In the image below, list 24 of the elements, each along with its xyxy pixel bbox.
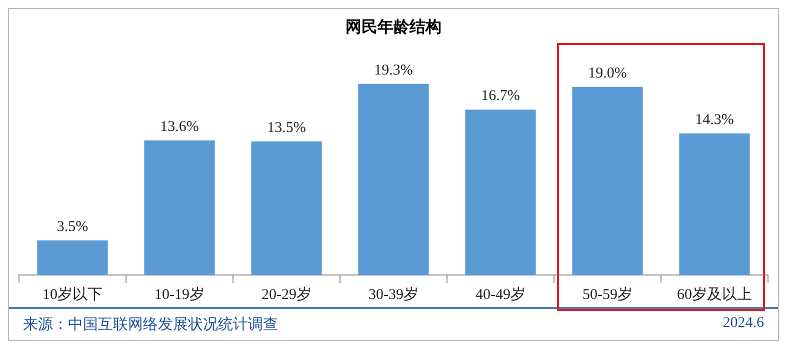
data-label: 14.3% xyxy=(695,112,734,128)
bar xyxy=(251,141,322,275)
bar xyxy=(465,110,536,275)
text: 2024.6 xyxy=(722,315,764,333)
bar xyxy=(144,140,215,275)
data-label: 13.6% xyxy=(160,118,199,135)
x-tick-label: 10岁以下 xyxy=(42,286,102,303)
data-label: 19.3% xyxy=(374,62,413,78)
chart-title: 网民年龄结构 xyxy=(344,18,442,37)
x-tick-label: 20-29岁 xyxy=(262,286,312,303)
bar xyxy=(358,84,429,275)
x-tick-label: 50-59岁 xyxy=(582,286,632,303)
bar xyxy=(572,86,643,275)
bar xyxy=(679,133,750,275)
x-tick-label: 40-49岁 xyxy=(476,286,526,303)
bar xyxy=(37,240,108,275)
x-tick-label: 30-39岁 xyxy=(368,286,418,303)
data-label: 16.7% xyxy=(481,88,520,104)
source-note: 来源：中国互联网络发展状况统计调查 xyxy=(23,316,278,334)
data-label: 13.5% xyxy=(267,120,306,136)
data-label: 19.0% xyxy=(588,65,627,82)
x-tick-label: 60岁及以上 xyxy=(677,286,752,303)
x-tick-label: 10-19岁 xyxy=(154,286,204,303)
data-label: 3.5% xyxy=(56,218,88,235)
